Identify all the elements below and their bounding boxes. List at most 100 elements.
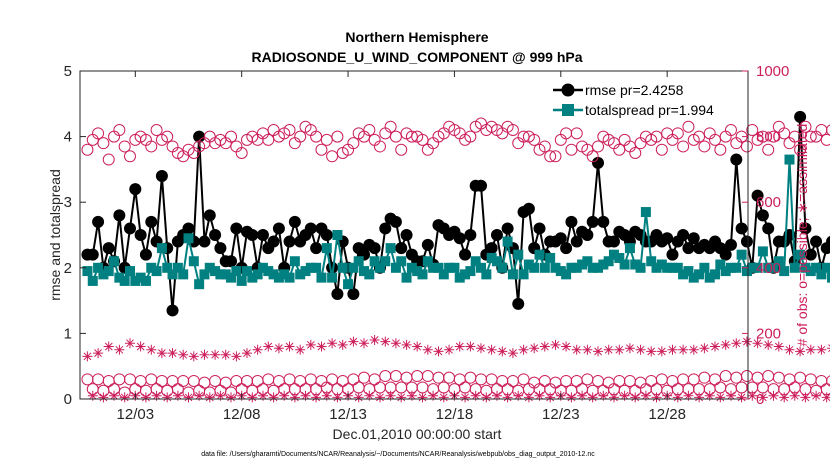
rmse-point — [533, 222, 546, 235]
totalspread-point — [571, 262, 582, 273]
obs-possible-point — [81, 373, 94, 386]
obs-possible-point — [826, 375, 830, 387]
obs-assimilated-point — [188, 351, 199, 362]
left-tick-label: 0 — [64, 391, 72, 408]
totalspread-point — [242, 266, 252, 277]
obs-assimilated-point — [220, 349, 231, 360]
obs-assimilated-point — [577, 390, 588, 401]
left-tick-label: 5 — [64, 63, 72, 80]
obs-possible-point — [826, 124, 830, 136]
rmse-point — [730, 153, 743, 166]
obs-assimilated-point — [789, 390, 800, 401]
rmse-point — [256, 229, 269, 241]
obs-assimilated-point — [683, 390, 694, 401]
obs-possible-point — [384, 120, 397, 133]
totalspread-point — [359, 266, 370, 277]
obs-assimilated-point — [151, 390, 162, 401]
obs-possible-point — [687, 373, 700, 386]
obs-possible-point — [230, 374, 243, 387]
obs-assimilated-point — [731, 338, 742, 349]
obs-assimilated-point — [497, 346, 508, 357]
totalspread-point — [428, 262, 439, 273]
x-tick-label: 12/23 — [542, 406, 580, 423]
obs-possible-point — [506, 124, 519, 137]
totalspread-point — [316, 272, 327, 283]
totalspread-point — [747, 262, 758, 273]
obs-assimilated-point — [348, 336, 359, 347]
rmse-point — [400, 229, 413, 241]
obs-assimilated-point — [311, 392, 322, 403]
obs-possible-point — [714, 143, 727, 156]
obs-assimilated-point — [353, 392, 364, 403]
totalspread-point — [226, 272, 237, 283]
totalspread-point — [577, 259, 588, 270]
obs-assimilated-point — [571, 344, 582, 355]
rmse-point — [475, 179, 488, 192]
obs-assimilated-point — [242, 348, 252, 359]
totalspread-point — [491, 256, 502, 267]
obs-possible-point — [693, 130, 706, 143]
totalspread-point — [109, 256, 120, 267]
obs-assimilated-point — [492, 390, 502, 401]
totalspread-point — [380, 256, 391, 267]
obs-possible-point — [395, 381, 408, 394]
obs-assimilated-point — [672, 392, 683, 403]
obs-assimilated-point — [752, 338, 763, 349]
rmse-point — [145, 215, 158, 228]
totalspread-point — [816, 269, 827, 280]
totalspread-point — [210, 266, 221, 277]
totalspread-point — [252, 269, 263, 280]
left-tick-label: 4 — [64, 129, 72, 146]
totalspread-point — [587, 262, 598, 273]
totalspread-point — [273, 272, 284, 283]
obs-assimilated-point — [332, 392, 343, 403]
obs-possible-point — [613, 374, 626, 387]
obs-assimilated-point — [736, 392, 747, 403]
totalspread-point — [688, 272, 699, 283]
obs-possible-point — [788, 130, 801, 143]
obs-possible-point — [395, 143, 408, 156]
obs-assimilated-point — [539, 341, 550, 352]
totalspread-point — [741, 266, 752, 277]
obs-possible-point — [123, 150, 136, 163]
obs-assimilated-point — [656, 346, 667, 357]
obs-assimilated-point — [816, 344, 827, 355]
rmse-point — [267, 235, 280, 248]
obs-possible-point — [724, 124, 737, 137]
totalspread-point — [582, 256, 593, 267]
totalspread-point — [114, 272, 125, 283]
totalspread-point — [779, 266, 790, 277]
obs-assimilated-point — [178, 349, 189, 360]
totalspread-point — [412, 266, 423, 277]
rmse-point — [368, 242, 381, 255]
obs-possible-point — [794, 143, 807, 156]
obs-assimilated-point — [87, 390, 98, 401]
series-3 — [81, 370, 830, 399]
totalspread-point — [406, 262, 417, 273]
totalspread-point — [811, 262, 822, 273]
rmse-point — [682, 242, 695, 255]
totalspread-point — [481, 269, 492, 280]
rmse-point — [102, 242, 115, 255]
obs-possible-point — [459, 381, 472, 394]
rmse-point — [453, 232, 466, 245]
rmse-point — [756, 209, 769, 222]
obs-possible-point — [262, 133, 275, 146]
obs-possible-point — [698, 140, 711, 153]
obs-possible-point — [219, 376, 232, 389]
rmse-point — [751, 189, 764, 202]
obs-possible-point — [613, 143, 626, 156]
totalspread-point — [603, 256, 614, 267]
rmse-point — [198, 235, 211, 248]
obs-assimilated-point — [460, 392, 471, 403]
totalspread-point — [460, 269, 471, 280]
obs-assimilated-point — [199, 349, 210, 360]
obs-possible-point — [379, 370, 392, 383]
obs-possible-point — [645, 374, 658, 387]
obs-assimilated-point — [125, 338, 135, 349]
rmse-point — [687, 232, 700, 245]
obs-assimilated-point — [715, 392, 726, 403]
obs-possible-point — [294, 374, 307, 387]
rmse-point — [214, 242, 227, 255]
obs-assimilated-point — [518, 344, 529, 355]
